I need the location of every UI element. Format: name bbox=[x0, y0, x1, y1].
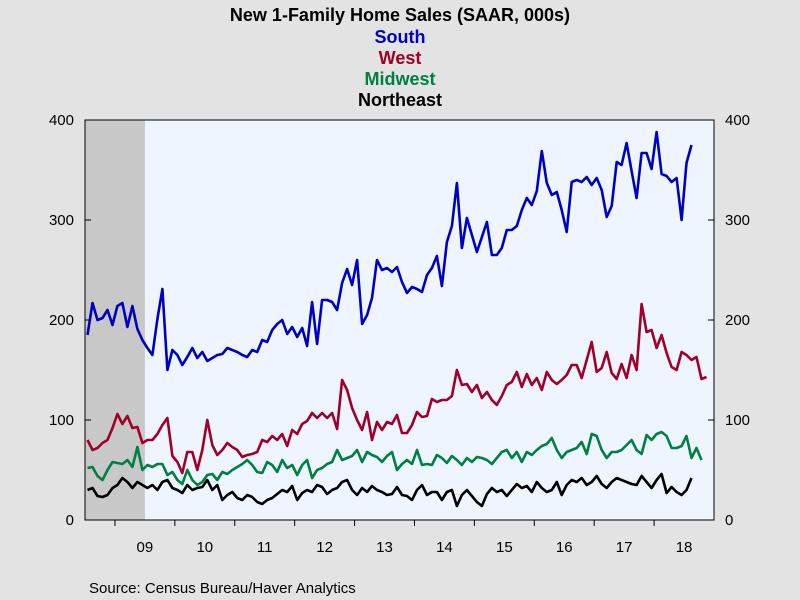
x-tick-11: 11 bbox=[257, 539, 273, 556]
left-axis: 0 100 200 300 400 bbox=[49, 112, 91, 529]
x-tick-10: 10 bbox=[196, 539, 213, 556]
x-tick-18: 18 bbox=[676, 539, 693, 556]
legend-west: West bbox=[379, 48, 422, 68]
chart-titles: New 1-Family Home Sales (SAAR, 000s) Sou… bbox=[230, 5, 570, 110]
x-tick-09: 09 bbox=[137, 539, 154, 556]
series-line-west bbox=[86, 302, 707, 475]
series-line-midwest bbox=[87, 430, 703, 487]
x-tick-13: 13 bbox=[376, 539, 393, 556]
y-tick-right-400: 400 bbox=[725, 112, 750, 129]
y-tick-right-300: 300 bbox=[725, 212, 750, 229]
x-tick-14: 14 bbox=[436, 539, 453, 556]
y-tick-left-0: 0 bbox=[66, 512, 74, 529]
series-layer bbox=[86, 130, 707, 508]
plot-area bbox=[85, 120, 714, 520]
y-tick-left-400: 400 bbox=[49, 112, 74, 129]
source-note: Source: Census Bureau/Haver Analytics bbox=[89, 580, 356, 597]
legend-south: South bbox=[375, 27, 426, 47]
y-tick-left-300: 300 bbox=[49, 212, 74, 229]
x-axis: 09 10 11 12 13 14 15 16 17 18 bbox=[114, 520, 693, 556]
y-tick-left-100: 100 bbox=[49, 412, 74, 429]
y-tick-right-0: 0 bbox=[725, 512, 733, 529]
right-axis: 0 100 200 300 400 bbox=[708, 112, 750, 529]
legend-northeast: Northeast bbox=[358, 90, 442, 110]
y-tick-left-200: 200 bbox=[49, 312, 74, 329]
series-line-northeast bbox=[87, 472, 693, 508]
series-line-south bbox=[86, 130, 693, 372]
x-tick-16: 16 bbox=[556, 539, 573, 556]
chart-title: New 1-Family Home Sales (SAAR, 000s) bbox=[230, 5, 570, 25]
x-tick-15: 15 bbox=[496, 539, 513, 556]
y-tick-right-200: 200 bbox=[725, 312, 750, 329]
y-tick-right-100: 100 bbox=[725, 412, 750, 429]
x-tick-12: 12 bbox=[316, 539, 333, 556]
legend-midwest: Midwest bbox=[364, 69, 435, 89]
x-tick-17: 17 bbox=[616, 539, 633, 556]
